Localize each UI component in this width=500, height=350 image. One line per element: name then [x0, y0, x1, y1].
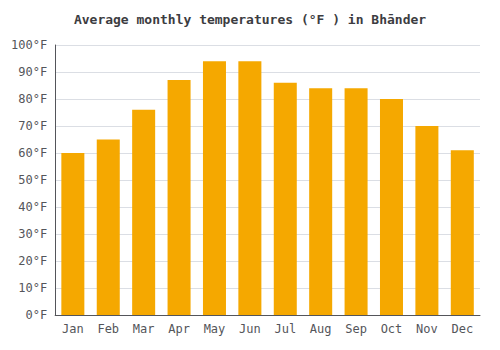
svg-text:Mar: Mar	[133, 322, 155, 336]
svg-text:Average monthly temperatures (: Average monthly temperatures (°F ) in Bh…	[74, 12, 426, 27]
svg-text:70°F: 70°F	[18, 119, 47, 133]
svg-text:0°F: 0°F	[25, 308, 47, 322]
svg-text:Jul: Jul	[274, 322, 296, 336]
svg-text:Apr: Apr	[168, 322, 190, 336]
svg-text:30°F: 30°F	[18, 227, 47, 241]
svg-text:Nov: Nov	[416, 322, 438, 336]
svg-text:Feb: Feb	[97, 322, 119, 336]
svg-text:Sep: Sep	[345, 322, 367, 336]
svg-text:50°F: 50°F	[18, 173, 47, 187]
svg-text:Oct: Oct	[381, 322, 403, 336]
svg-text:40°F: 40°F	[18, 200, 47, 214]
svg-text:60°F: 60°F	[18, 146, 47, 160]
svg-text:100°F: 100°F	[11, 38, 47, 52]
svg-text:10°F: 10°F	[18, 281, 47, 295]
svg-text:Aug: Aug	[310, 322, 332, 336]
svg-text:Jun: Jun	[239, 322, 261, 336]
svg-text:Dec: Dec	[451, 322, 473, 336]
svg-text:20°F: 20°F	[18, 254, 47, 268]
svg-text:May: May	[204, 322, 226, 336]
svg-text:90°F: 90°F	[18, 65, 47, 79]
svg-text:80°F: 80°F	[18, 92, 47, 106]
svg-text:Jan: Jan	[62, 322, 84, 336]
